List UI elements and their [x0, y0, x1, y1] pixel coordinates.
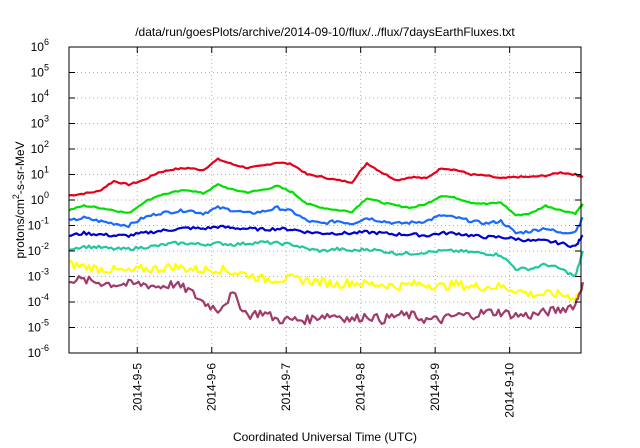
x-axis: 2014-9-5 2014-9-6 2014-9-7 2014-9-8 2014-9-9…	[130, 47, 517, 418]
x-tick-label: 2014-9-8	[354, 363, 368, 411]
y-tick-label: 103	[31, 114, 49, 131]
x-tick-label: 2014-9-5	[130, 363, 144, 411]
series-line-4	[68, 224, 584, 249]
series-line-3	[69, 205, 584, 235]
y-tick-label: 10-4	[28, 292, 49, 309]
y-axis-title-base: protons/cm	[13, 199, 27, 258]
y-tick-label: 10-2	[28, 241, 49, 258]
y-tick-label: 104	[31, 88, 49, 105]
y-axis-title-rest: -s-sr-MeV	[13, 141, 27, 194]
y-axis: 106 105 104 103 102 101 100 10-1 10-2 10-3 10-4 10-…	[28, 37, 581, 360]
x-tick-label: 2014-9-9	[428, 363, 442, 411]
x-tick-label: 2014-9-7	[279, 363, 293, 411]
series-group	[68, 157, 584, 326]
y-tick-label: 10-6	[28, 343, 49, 360]
chart-title: /data/run/goesPlots/archive/2014-09-10/f…	[135, 25, 515, 39]
y-axis-title: protons/cm2-s-sr-MeV	[11, 141, 27, 258]
series-line-5	[68, 240, 584, 277]
y-tick-label: 100	[31, 190, 49, 207]
x-tick-label: 2014-9-6	[205, 363, 219, 411]
y-tick-label: 10-5	[28, 318, 49, 335]
series-line-2	[68, 183, 584, 217]
series-line-7	[69, 275, 584, 326]
y-tick-label: 102	[31, 139, 49, 156]
y-axis-title-sup: 2	[11, 194, 21, 199]
x-tick-label: 2014-9-10	[503, 363, 517, 418]
y-tick-label: 101	[31, 165, 49, 182]
series-line-1	[68, 157, 584, 197]
y-tick-label: 10-1	[28, 216, 49, 233]
x-axis-title: Coordinated Universal Time (UTC)	[233, 430, 417, 444]
y-tick-label: 10-3	[28, 267, 49, 284]
series-line-6	[68, 259, 584, 302]
y-tick-label: 106	[31, 37, 49, 54]
y-tick-label: 105	[31, 63, 49, 80]
